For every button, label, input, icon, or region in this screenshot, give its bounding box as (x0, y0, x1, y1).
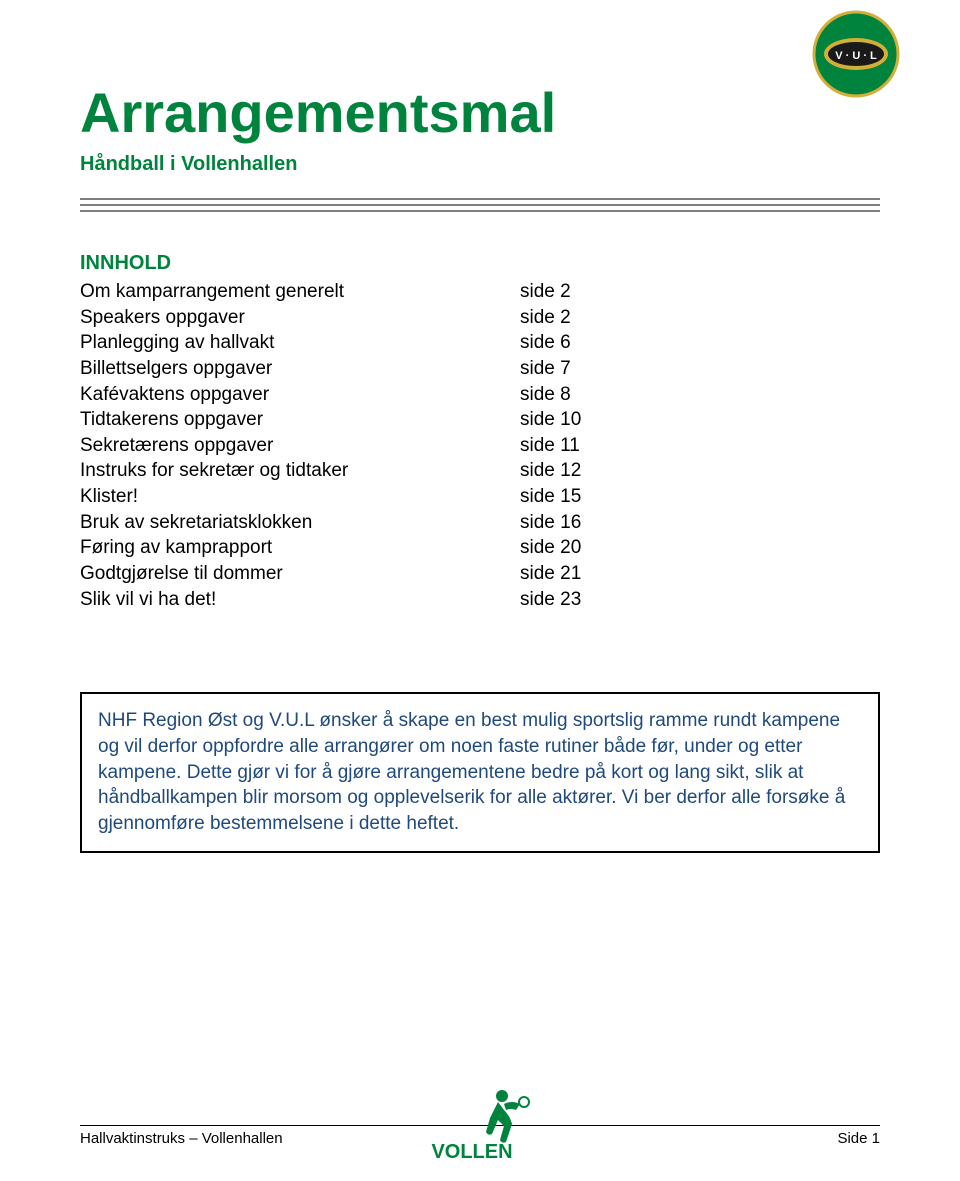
toc-item-label: Planlegging av hallvakt (80, 330, 520, 356)
horizontal-rules (80, 198, 880, 212)
rule-line (80, 210, 880, 212)
toc-row: Om kamparrangement genereltside 2 (80, 279, 620, 305)
toc-item-label: Billettselgers oppgaver (80, 356, 520, 382)
document-subtitle: Håndball i Vollenhallen (80, 153, 880, 176)
toc-item-label: Speakers oppgaver (80, 305, 520, 331)
toc-item-label: Instruks for sekretær og tidtaker (80, 458, 520, 484)
info-box-text: NHF Region Øst og V.U.L ønsker å skape e… (98, 710, 845, 834)
toc-item-page: side 23 (520, 587, 620, 613)
toc-item-label: Klister! (80, 484, 520, 510)
toc-item-label: Om kamparrangement generelt (80, 279, 520, 305)
toc-item-page: side 15 (520, 484, 620, 510)
toc-item-label: Kafévaktens oppgaver (80, 382, 520, 408)
toc-item-page: side 12 (520, 458, 620, 484)
toc-item-page: side 20 (520, 535, 620, 561)
toc-item-label: Slik vil vi ha det! (80, 587, 520, 613)
toc-item-page: side 10 (520, 407, 620, 433)
toc-item-page: side 2 (520, 305, 620, 331)
toc-item-label: Bruk av sekretariatsklokken (80, 510, 520, 536)
svg-text:VOLLEN: VOLLEN (431, 1141, 512, 1163)
toc-row: Billettselgers oppgaverside 7 (80, 356, 620, 382)
club-logo: V · U · L (812, 10, 900, 103)
toc-row: Speakers oppgaverside 2 (80, 305, 620, 331)
footer-right-text: Side 1 (837, 1130, 880, 1147)
info-box: NHF Region Øst og V.U.L ønsker å skape e… (80, 692, 880, 852)
toc-item-page: side 16 (520, 510, 620, 536)
toc-item-page: side 6 (520, 330, 620, 356)
toc-row: Planlegging av hallvaktside 6 (80, 330, 620, 356)
toc-item-page: side 11 (520, 433, 620, 459)
toc-item-page: side 21 (520, 561, 620, 587)
rule-line (80, 204, 880, 206)
vollen-logo: VOLLEN (410, 1084, 550, 1169)
toc-heading: INNHOLD (80, 252, 880, 275)
toc-row: Godtgjørelse til dommerside 21 (80, 561, 620, 587)
document-title: Arrangementsmal (80, 80, 880, 145)
toc-row: Instruks for sekretær og tidtakerside 12 (80, 458, 620, 484)
toc-row: Klister!side 15 (80, 484, 620, 510)
toc-item-page: side 2 (520, 279, 620, 305)
rule-line (80, 198, 880, 200)
toc-item-page: side 8 (520, 382, 620, 408)
toc-item-label: Godtgjørelse til dommer (80, 561, 520, 587)
toc-item-label: Føring av kamprapport (80, 535, 520, 561)
footer-left-text: Hallvaktinstruks – Vollenhallen (80, 1130, 283, 1147)
toc-row: Tidtakerens oppgaverside 10 (80, 407, 620, 433)
toc-row: Kafévaktens oppgaverside 8 (80, 382, 620, 408)
toc-item-label: Sekretærens oppgaver (80, 433, 520, 459)
toc-row: Bruk av sekretariatsklokkenside 16 (80, 510, 620, 536)
toc-row: Føring av kamprapportside 20 (80, 535, 620, 561)
toc-item-label: Tidtakerens oppgaver (80, 407, 520, 433)
table-of-contents: Om kamparrangement genereltside 2Speaker… (80, 279, 620, 612)
toc-row: Sekretærens oppgaverside 11 (80, 433, 620, 459)
toc-item-page: side 7 (520, 356, 620, 382)
svg-text:V · U · L: V · U · L (835, 50, 877, 62)
toc-row: Slik vil vi ha det!side 23 (80, 587, 620, 613)
